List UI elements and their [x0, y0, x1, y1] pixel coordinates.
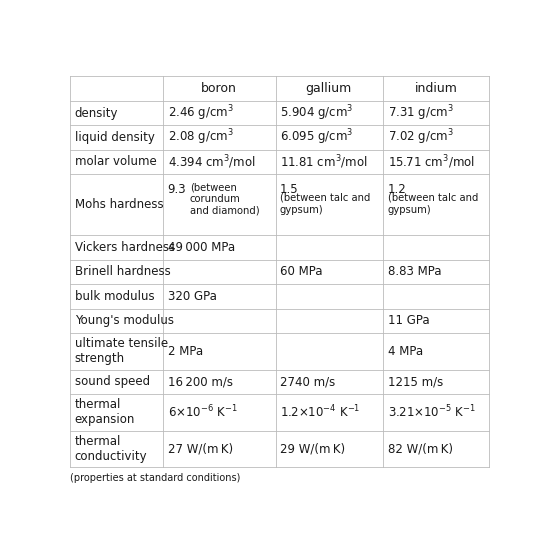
Text: 1.2: 1.2: [388, 183, 406, 196]
Text: density: density: [75, 107, 118, 120]
Text: (between talc and
gypsum): (between talc and gypsum): [388, 193, 478, 215]
Text: molar volume: molar volume: [75, 155, 156, 169]
Text: (between talc and
gypsum): (between talc and gypsum): [280, 193, 370, 215]
Text: 11.81 cm$^3$/mol: 11.81 cm$^3$/mol: [280, 153, 367, 171]
Text: bulk modulus: bulk modulus: [75, 290, 154, 303]
Text: 1215 m/s: 1215 m/s: [388, 376, 443, 389]
Text: 2740 m/s: 2740 m/s: [280, 376, 335, 389]
Text: liquid density: liquid density: [75, 131, 155, 144]
Text: 1.2×10$^{-4}$ K$^{-1}$: 1.2×10$^{-4}$ K$^{-1}$: [280, 404, 360, 421]
Text: Young's modulus: Young's modulus: [75, 315, 174, 327]
Text: ultimate tensile
strength: ultimate tensile strength: [75, 338, 168, 366]
Text: Brinell hardness: Brinell hardness: [75, 266, 170, 278]
Text: 27 W/(m K): 27 W/(m K): [168, 442, 233, 456]
Text: (properties at standard conditions): (properties at standard conditions): [70, 473, 241, 483]
Text: 29 W/(m K): 29 W/(m K): [280, 442, 345, 456]
Text: 320 GPa: 320 GPa: [168, 290, 217, 303]
Text: thermal
conductivity: thermal conductivity: [75, 435, 147, 463]
Text: 6×10$^{-6}$ K$^{-1}$: 6×10$^{-6}$ K$^{-1}$: [168, 404, 238, 421]
Text: 2.46 g/cm$^3$: 2.46 g/cm$^3$: [168, 103, 234, 123]
Text: 15.71 cm$^3$/mol: 15.71 cm$^3$/mol: [388, 153, 474, 171]
Text: indium: indium: [415, 82, 458, 95]
Text: 3.21×10$^{-5}$ K$^{-1}$: 3.21×10$^{-5}$ K$^{-1}$: [388, 404, 476, 421]
Text: 11 GPa: 11 GPa: [388, 315, 429, 327]
Text: 7.02 g/cm$^3$: 7.02 g/cm$^3$: [388, 128, 454, 147]
Text: 6.095 g/cm$^3$: 6.095 g/cm$^3$: [280, 128, 353, 147]
Text: sound speed: sound speed: [75, 376, 150, 389]
Text: 2 MPa: 2 MPa: [168, 345, 203, 358]
Text: 16 200 m/s: 16 200 m/s: [168, 376, 233, 389]
Text: 60 MPa: 60 MPa: [280, 266, 322, 278]
Text: 1.5: 1.5: [280, 183, 299, 196]
Text: 49 000 MPa: 49 000 MPa: [168, 241, 235, 254]
Text: Mohs hardness: Mohs hardness: [75, 198, 163, 211]
Text: 5.904 g/cm$^3$: 5.904 g/cm$^3$: [280, 103, 353, 123]
Text: 7.31 g/cm$^3$: 7.31 g/cm$^3$: [388, 103, 454, 123]
Text: 4.394 cm$^3$/mol: 4.394 cm$^3$/mol: [168, 153, 256, 171]
Text: 82 W/(m K): 82 W/(m K): [388, 442, 453, 456]
Text: 2.08 g/cm$^3$: 2.08 g/cm$^3$: [168, 128, 234, 147]
Text: gallium: gallium: [305, 82, 352, 95]
Text: 9.3: 9.3: [168, 183, 186, 196]
Text: boron: boron: [200, 82, 236, 95]
Text: 4 MPa: 4 MPa: [388, 345, 423, 358]
Text: (between
corundum
and diamond): (between corundum and diamond): [189, 183, 259, 216]
Text: thermal
expansion: thermal expansion: [75, 399, 135, 427]
Text: Vickers hardness: Vickers hardness: [75, 241, 175, 254]
Text: 8.83 MPa: 8.83 MPa: [388, 266, 441, 278]
